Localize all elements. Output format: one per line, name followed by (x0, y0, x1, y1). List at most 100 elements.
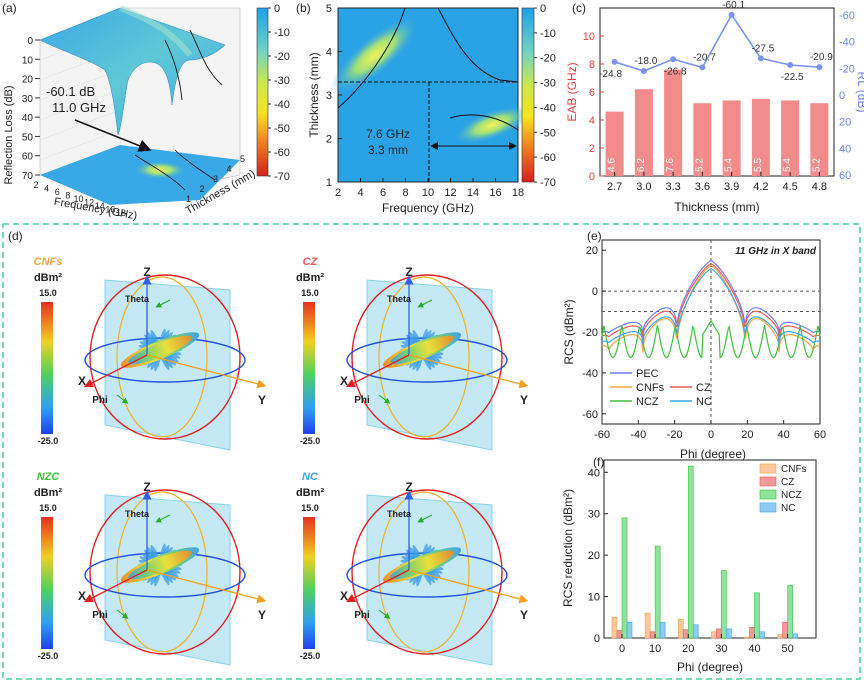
rcs-red-circle (351, 489, 503, 655)
rl-point (816, 64, 823, 71)
panel-f-frame (603, 459, 817, 639)
rl-point (728, 11, 735, 18)
rcs-subpanel-cnfs: CNFs dBm² 15.0 -25.0 Z X Y Theta Phi (34, 256, 267, 451)
panel-a-x-ticks: 2 4 6 8 10 12 14 16 18 (33, 180, 126, 218)
rcs-y-label: Y (258, 608, 266, 622)
rcs-y-axis (146, 354, 267, 389)
rcs-colorbar (303, 517, 315, 649)
rl-point-label: -20.7 (693, 52, 716, 63)
rcs-yellow-circle (378, 491, 470, 653)
reduction-bar-cz (616, 630, 623, 639)
a-ytick-label: 4 (227, 164, 232, 174)
b-ytick-label: 3 (326, 90, 332, 102)
a-xtick-label: 18 (116, 208, 126, 218)
rcs-subpanel-title: NC (302, 471, 319, 483)
b-ytick-label: 1 (326, 177, 332, 189)
rl-surface-ridge (118, 5, 193, 57)
colorbar-tick-label: -20 (540, 53, 556, 65)
reduction-bar-cz (782, 621, 788, 639)
rl-projection-hotspot (134, 161, 186, 179)
eab-bar (634, 89, 653, 176)
rcs-cb-min: -25.0 (38, 436, 59, 446)
rl-point-label: -60.1 (722, 0, 745, 11)
eab-bar-label: 6.2 (636, 158, 647, 172)
c-xtick-label: 4.5 (782, 181, 797, 193)
reduction-bar-cz (649, 631, 656, 639)
f-xtick-label: 10 (649, 643, 661, 655)
rcs-red-circle (89, 274, 241, 440)
f-legend-swatch-nc (759, 502, 777, 513)
c-xtick-label: 3.9 (724, 181, 739, 193)
e-ytick-label: -40 (582, 368, 598, 380)
reduction-bar-nc (659, 621, 666, 639)
b-ytick-label: 2 (326, 134, 332, 146)
a-ztick-label: 60 (22, 152, 34, 163)
rl-point (611, 58, 618, 65)
c-ytick-right-label: -20 (839, 63, 855, 75)
rl-colorbar-b-scale (521, 7, 535, 183)
colorbar-tick-label: 0 (274, 3, 280, 15)
rl-point-label: -27.5 (751, 43, 774, 54)
reduction-bar-ncz (687, 465, 694, 639)
e-ytick-label: -60 (582, 409, 598, 421)
rcs-phi-arrow (378, 609, 391, 619)
colorbar-tick-label: -20 (274, 51, 290, 63)
colorbar-tick-label: 0 (540, 3, 546, 15)
eab-bar-label: 5.2 (694, 158, 705, 172)
eab-bar (810, 103, 829, 176)
legend-label-nc: NC (696, 396, 712, 408)
reduction-bar-ncz (621, 517, 628, 639)
annotation-rl-value: -60.1 dB (46, 84, 95, 99)
f-legend-swatch-cnfs (759, 463, 777, 474)
panel-e-label: (e) (587, 229, 602, 243)
rcs-unit-label: dBm² (296, 487, 324, 499)
c-xtick-label: 4.2 (753, 181, 768, 193)
panel-c-ylabel-right: RL (dB) (855, 72, 864, 113)
c-xtick-label: 3.0 (636, 181, 651, 193)
panel-d: (d) CNFs dBm² 15.0 -25.0 Z X Y Theta Phi CZ dBm² 15… (8, 229, 529, 666)
a-xtick-label: 12 (84, 198, 94, 208)
eab-bar-label: 5.4 (724, 158, 735, 172)
panel-b-xlabel: Frequency (GHz) (382, 201, 474, 215)
rl-point (757, 55, 764, 62)
panel-b-hotspot-1 (331, 17, 419, 93)
rl-contour-a1 (164, 39, 183, 101)
b-xtick-label: 10 (422, 187, 434, 199)
rcs-x-label: X (340, 374, 348, 388)
rl-colorbar: 0 -10 -20 -30 -40 -50 -60 -70 (256, 3, 290, 183)
rcs-y-axis (146, 569, 267, 604)
rcs-theta-label: Theta (387, 294, 412, 304)
c-ytick-right-minor-label: 40 (839, 143, 851, 155)
e-xtick-label: 40 (778, 429, 790, 441)
rcs-y-label: Y (520, 393, 528, 407)
rcs-unit-label: dBm² (34, 272, 62, 284)
reduction-bar-nc (792, 633, 798, 639)
rcs-z-label: Z (143, 480, 150, 494)
eab-bar-label: 5.2 (811, 158, 822, 172)
panel-a-z-ticks: 0 10 20 30 40 50 60 70 (22, 36, 40, 182)
rcs-y-axis (408, 354, 529, 389)
rcs-colorbar (41, 302, 53, 434)
f-legend-label-cnfs: CNFs (781, 464, 807, 475)
panel-b-map (337, 7, 519, 183)
colorbar-tick-label: -30 (540, 78, 556, 90)
rcs-cb-max: 15.0 (301, 288, 319, 298)
c-xtick-label: 3.6 (695, 181, 710, 193)
dashed-frame (2, 223, 861, 680)
rcs-phi-arrow (116, 609, 129, 619)
eab-bar-label: 5.5 (753, 158, 764, 172)
f-xtick-label: 50 (782, 643, 794, 655)
rcs-red-circle (351, 274, 503, 440)
a-ztick-label: 10 (22, 55, 34, 66)
a-ytick-label: 5 (240, 154, 245, 164)
rl-colorbar-scale (256, 7, 269, 177)
rcs-line-cz (601, 262, 821, 339)
rl-point-label: -18.0 (634, 56, 657, 67)
rcs-yellow-circle (116, 491, 208, 653)
rcs-subpanel-nc: NC dBm² 15.0 -25.0 Z X Y Theta Phi (296, 471, 529, 666)
a-ztick-label: 50 (22, 132, 34, 143)
colorbar-tick-label: -60 (274, 147, 290, 159)
a-xtick-label: 14 (95, 201, 105, 211)
rcs-yellow-circle (378, 276, 470, 438)
